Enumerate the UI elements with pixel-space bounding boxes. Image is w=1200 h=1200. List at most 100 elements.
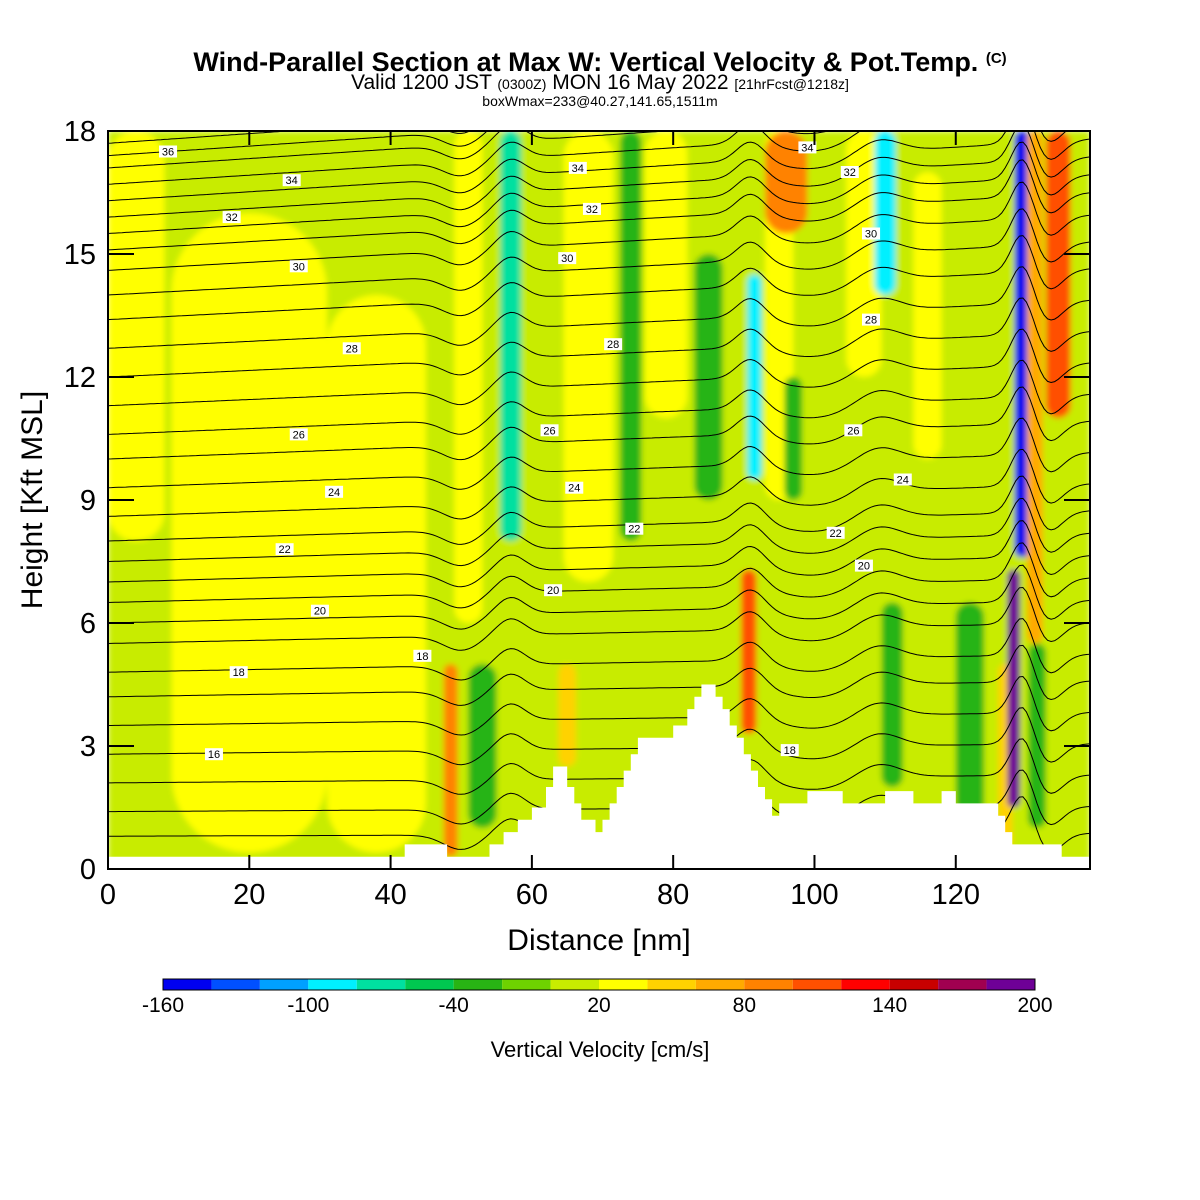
colorbar-tick-label: -100 bbox=[287, 994, 329, 1017]
contour-label-text: 24 bbox=[897, 475, 909, 487]
x-tick-label: 60 bbox=[516, 879, 548, 911]
contour-label-text: 30 bbox=[865, 229, 877, 241]
colorbar-swatch bbox=[356, 979, 406, 990]
isentrope-line bbox=[108, 586, 1090, 651]
field-layer bbox=[108, 131, 1090, 869]
contour-label-text: 24 bbox=[328, 487, 340, 499]
contour-label-text: 28 bbox=[346, 343, 358, 355]
field-updraft bbox=[644, 131, 688, 418]
y-tick-label: 15 bbox=[64, 239, 96, 271]
title-mark: (C) bbox=[985, 50, 1007, 67]
contour-label-text: 26 bbox=[293, 429, 305, 441]
contour-label: 30 bbox=[558, 252, 577, 265]
isentrope-line bbox=[108, 520, 1090, 588]
isentrope-line bbox=[108, 542, 1090, 609]
contour-label-box bbox=[604, 338, 623, 351]
valid-date: MON 16 May 2022 bbox=[552, 71, 729, 94]
field-updraft bbox=[1045, 131, 1071, 418]
isentrope-line bbox=[108, 675, 1090, 736]
y-tick-label: 3 bbox=[80, 731, 96, 763]
field-downdraft bbox=[747, 274, 762, 480]
field-downdraft bbox=[874, 131, 896, 295]
contour-label-box bbox=[558, 252, 577, 265]
colorbar-swatch bbox=[938, 979, 987, 990]
colorbar-swatch bbox=[792, 979, 842, 990]
contour-label-text: 24 bbox=[568, 483, 580, 495]
colorbar-swatch bbox=[889, 979, 939, 990]
y-tick-label: 0 bbox=[80, 854, 96, 886]
contour-label-box bbox=[342, 342, 361, 355]
isentrope-line bbox=[108, 564, 1090, 630]
contour-label: 20 bbox=[310, 604, 329, 618]
contour-label-box bbox=[861, 313, 880, 326]
colorbar-swatch bbox=[986, 979, 1035, 990]
contour-label-box bbox=[275, 543, 294, 556]
isentrope-line bbox=[108, 417, 1090, 490]
contour-label-box bbox=[826, 526, 845, 539]
contour-label-box bbox=[893, 473, 912, 486]
isentrope-line bbox=[108, 618, 1090, 681]
contour-label-text: 32 bbox=[844, 167, 856, 179]
x-tick-label: 40 bbox=[374, 879, 406, 911]
field-downdraft bbox=[1028, 643, 1046, 828]
y-tick-label: 12 bbox=[64, 362, 96, 394]
contour-label-text: 20 bbox=[547, 585, 559, 597]
field-updraft bbox=[558, 664, 577, 767]
field-updraft bbox=[741, 569, 757, 734]
isentrope-line bbox=[108, 386, 1090, 461]
isentrope-line bbox=[108, 297, 1090, 378]
contour-label-box bbox=[844, 424, 863, 437]
contour-label: 34 bbox=[282, 174, 301, 187]
contour-label: 30 bbox=[861, 227, 880, 241]
contour-label-text: 32 bbox=[226, 212, 238, 224]
contour-label-text: 34 bbox=[572, 163, 584, 175]
terrain-profile bbox=[108, 684, 1090, 869]
contour-label-box bbox=[582, 202, 601, 215]
contour-label: 32 bbox=[582, 202, 601, 216]
colorbar-swatch bbox=[647, 979, 696, 990]
contour-label-box bbox=[544, 584, 563, 597]
contour-label-text: 34 bbox=[286, 175, 298, 187]
contour-label-box bbox=[565, 481, 584, 494]
contour-label-text: 18 bbox=[233, 667, 245, 679]
potential-temperature-contours bbox=[108, 131, 1090, 852]
contour-label-box bbox=[159, 145, 178, 158]
colorbar-swatch bbox=[695, 979, 745, 990]
contour-labels: 36 34 32 30 28 26 24 22 20 18 16 18 20 34 32 30 28 26 24 22… bbox=[159, 141, 912, 761]
field-downdraft bbox=[694, 254, 723, 500]
boxwmax-line: boxWmax=233@40.27,141.65,1511m bbox=[482, 93, 718, 109]
contour-label-box bbox=[204, 748, 223, 761]
isentrope-line bbox=[108, 131, 1090, 218]
contour-label-text: 34 bbox=[801, 142, 813, 154]
contour-label: 32 bbox=[222, 211, 241, 224]
colorbar-swatch bbox=[163, 979, 212, 990]
chart-title-text: Wind-Parallel Section at Max W: Vertical… bbox=[193, 47, 979, 77]
contour-label-text: 20 bbox=[858, 561, 870, 573]
y-axis-title: Height [Kft MSL] bbox=[16, 391, 49, 609]
field-downdraft bbox=[620, 131, 642, 541]
vertical-velocity-field bbox=[108, 131, 1090, 869]
x-tick-label: 20 bbox=[233, 879, 265, 911]
contour-label-text: 32 bbox=[586, 204, 598, 216]
isentrope-line bbox=[108, 131, 1090, 202]
contour-label: 28 bbox=[604, 338, 623, 351]
isentrope-line bbox=[108, 497, 1090, 567]
colorbar-swatch bbox=[259, 979, 309, 990]
contour-label-box bbox=[798, 141, 817, 154]
contour-label-box bbox=[854, 559, 873, 572]
contour-label-box bbox=[282, 174, 301, 187]
field-weak-updraft-band bbox=[327, 295, 426, 853]
x-tick-label: 0 bbox=[100, 879, 116, 911]
contour-label-box bbox=[861, 227, 880, 240]
x-tick-label: 120 bbox=[932, 879, 980, 911]
colorbar-title: Vertical Velocity [cm/s] bbox=[491, 1037, 710, 1062]
contour-label-box bbox=[840, 166, 859, 178]
chart-subtitle: Valid 1200 JST (0300Z) MON 16 May 2022 [… bbox=[0, 72, 1200, 95]
field-weak-updraft-band bbox=[108, 131, 165, 541]
contour-label: 18 bbox=[413, 649, 432, 663]
contour-label-box bbox=[568, 161, 587, 174]
isentrope-line bbox=[108, 475, 1090, 545]
contour-label: 30 bbox=[289, 260, 308, 273]
